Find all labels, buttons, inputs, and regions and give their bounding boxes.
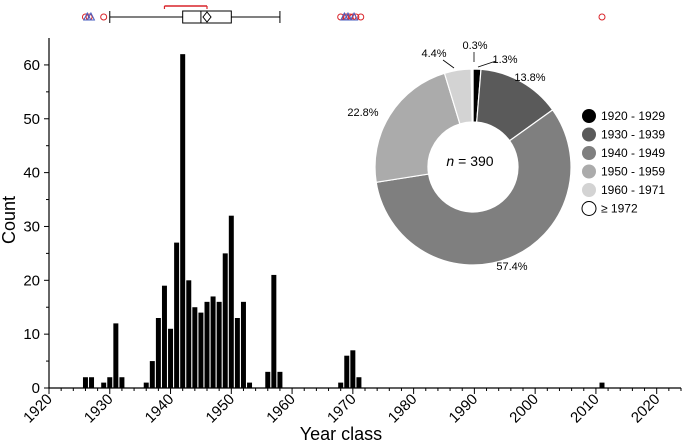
x-tick-label: 1920	[20, 391, 56, 427]
bar	[271, 274, 277, 388]
legend-label: 1930 - 1939	[601, 128, 665, 142]
slice-label-leader	[442, 59, 455, 69]
bar	[277, 371, 283, 388]
slice-value-label: 13.8%	[514, 72, 545, 84]
bar	[107, 377, 113, 388]
slice-value-label: 1.3%	[492, 54, 517, 66]
outlier-triangle	[86, 11, 96, 21]
outlier-triangle	[343, 11, 353, 21]
outlier-triangle	[349, 11, 359, 21]
bar	[149, 361, 155, 388]
bar	[240, 301, 246, 388]
y-tick-label: 60	[23, 57, 40, 74]
legend-label: 1960 - 1971	[601, 183, 665, 197]
y-tick-label: 20	[23, 272, 40, 289]
bar	[143, 382, 149, 388]
x-axis-title: Year class	[300, 424, 382, 444]
bar	[198, 312, 204, 388]
y-tick-label: 30	[23, 218, 40, 235]
bar	[192, 307, 198, 388]
bar	[356, 377, 362, 388]
donut-slice	[375, 109, 572, 266]
outlier-point	[100, 13, 108, 21]
x-tick-label: 2010	[567, 391, 603, 427]
histogram: 0 10 20 30 40 50 60 1920 1930 1940 1950 1960 1970 198…	[20, 38, 682, 427]
y-tick-label: 50	[23, 111, 40, 128]
legend-swatch	[582, 164, 596, 179]
donut-center-label: n = 390	[446, 153, 493, 169]
legend-label: 1950 - 1959	[601, 165, 665, 179]
n-value: = 390	[458, 153, 494, 169]
boxplot	[81, 5, 606, 24]
legend-swatch	[582, 109, 596, 123]
bar	[155, 318, 161, 388]
slice-value-label: 0.3%	[462, 40, 487, 52]
legend-label: 1940 - 1949	[601, 146, 665, 160]
bar	[82, 377, 88, 388]
outlier-point	[357, 13, 365, 21]
slice-label-leader	[477, 60, 497, 68]
x-tick-label: 1980	[385, 391, 421, 427]
bar	[234, 318, 240, 388]
bar	[338, 382, 344, 388]
x-tick-label: 1970	[324, 391, 360, 427]
legend-swatch	[582, 127, 596, 142]
bar	[222, 253, 228, 388]
bar	[265, 371, 271, 388]
slice-value-label: 22.8%	[347, 107, 378, 119]
y-tick-label: 0	[32, 380, 40, 397]
x-tick-label: 2020	[628, 391, 664, 427]
bar	[216, 301, 222, 388]
bar	[101, 382, 107, 388]
y-tick-label: 40	[23, 165, 40, 182]
bar	[350, 350, 356, 388]
outlier-point	[598, 13, 606, 21]
bar	[161, 285, 167, 388]
legend-swatch	[582, 146, 596, 160]
donut-chart: 1.3% 13.8% 57.4% 22.8% 4.4% 0.3% 1920 - 1929 19…	[347, 40, 665, 273]
bar	[168, 328, 174, 388]
svg-text:n= 390: n = 390	[446, 153, 493, 169]
legend-swatch	[582, 183, 596, 197]
x-tick-label: 1950	[203, 391, 239, 427]
slice-value-label: 57.4%	[496, 261, 527, 273]
bar	[210, 296, 216, 388]
donut-slice	[470, 68, 474, 123]
x-tick-label: 1990	[446, 391, 482, 427]
x-tick-label: 1960	[263, 391, 299, 427]
x-tick-label: 1940	[142, 391, 178, 427]
bar	[204, 301, 210, 388]
donut-slice	[374, 72, 461, 184]
legend-label: ≥ 1972	[601, 202, 638, 216]
legend-label: 1920 - 1929	[601, 109, 665, 123]
bar	[89, 377, 95, 388]
x-tick-label: 2000	[506, 391, 542, 427]
bar	[247, 382, 253, 388]
bar	[186, 280, 192, 388]
legend-swatch	[581, 201, 597, 216]
slice-value-label: 4.4%	[421, 48, 446, 60]
bar	[344, 355, 350, 388]
bar	[228, 215, 234, 388]
bar	[180, 54, 186, 389]
bar	[174, 242, 180, 388]
y-axis-title: Count	[0, 196, 19, 244]
mean-marker	[202, 11, 212, 23]
bar	[113, 323, 119, 388]
bar	[599, 382, 605, 388]
x-tick-label: 1930	[81, 391, 117, 427]
n-symbol: n	[446, 153, 454, 169]
y-tick-label: 10	[23, 326, 40, 343]
bar	[119, 377, 125, 388]
